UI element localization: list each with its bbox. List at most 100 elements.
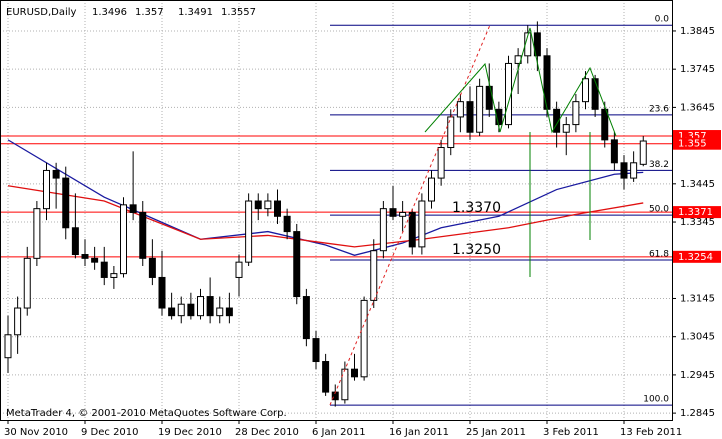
candle-body: [428, 177, 435, 202]
x-tick-label: 3 Feb 2011: [543, 427, 599, 438]
candle-body: [177, 303, 185, 317]
fib-label: 100.0: [643, 395, 669, 405]
candle-body: [533, 32, 541, 57]
candle-body: [610, 139, 618, 164]
candle-body: [283, 215, 291, 233]
price-label-box: [673, 137, 721, 150]
candle-body: [158, 276, 166, 309]
candle-body: [399, 211, 407, 217]
fib-label: 38.2: [649, 160, 669, 170]
candle-body: [216, 307, 224, 317]
candle-body: [630, 162, 638, 179]
candle-body: [43, 169, 50, 210]
price-label: 1.3254: [678, 252, 713, 263]
y-tick-label: 1.3745: [680, 64, 715, 75]
candle-body: [225, 307, 233, 317]
candle-body: [302, 296, 310, 340]
candle-body: [582, 78, 589, 103]
candle-body: [14, 307, 22, 336]
symbol: EURUSD,Daily: [6, 7, 77, 18]
x-tick-label: 6 Jan 2011: [312, 427, 366, 438]
candle-body: [341, 368, 349, 401]
fib-label: 23.6: [649, 104, 669, 114]
fib-label: 61.8: [649, 249, 669, 259]
candle-body: [52, 169, 60, 179]
candle-body: [553, 108, 561, 133]
candle-body: [370, 250, 378, 301]
candle-body: [168, 307, 176, 317]
plot-border: [0, 0, 673, 421]
candle-body: [129, 204, 137, 213]
y-tick-label: 1.2845: [680, 408, 715, 419]
candle-body: [572, 101, 580, 126]
y-tick-label: 1.3145: [680, 293, 715, 304]
candle-body: [293, 231, 301, 298]
low: 1.3491: [178, 7, 213, 18]
candle-body: [639, 140, 647, 165]
price-label: 1.3371: [678, 207, 713, 218]
high: 1.357: [135, 7, 164, 18]
candle-body: [476, 85, 484, 133]
candle-body: [456, 101, 464, 118]
candle-body: [505, 62, 512, 126]
candle-body: [543, 55, 551, 110]
fib-label: 0.0: [655, 15, 670, 25]
x-tick-label: 19 Dec 2010: [158, 427, 222, 438]
price-label: 1.355: [678, 139, 707, 150]
candle-body: [524, 32, 532, 57]
close: 1.3557: [221, 7, 256, 18]
candle-body: [418, 200, 426, 248]
x-tick-label: 9 Dec 2010: [81, 427, 139, 438]
candle-body: [91, 257, 99, 263]
candle-body: [4, 334, 12, 359]
candle-body: [71, 227, 79, 256]
candle-body: [110, 273, 118, 278]
fib-label: 50.0: [649, 205, 669, 215]
candle-body: [23, 257, 31, 309]
candle-body: [33, 208, 41, 259]
x-tick-label: 13 Feb 2011: [620, 427, 682, 438]
candle-body: [447, 116, 455, 149]
candle-body: [351, 368, 358, 378]
candle-body: [274, 200, 281, 217]
y-tick-label: 1.2945: [680, 370, 715, 381]
price-label-box: [673, 250, 721, 263]
zigzag: [424, 27, 617, 137]
candle-body: [62, 177, 70, 229]
candle-body: [485, 85, 493, 110]
open: 1.3496: [92, 7, 127, 18]
candle-body: [322, 361, 330, 393]
candle-body: [81, 254, 89, 259]
candle-body: [139, 211, 147, 259]
price-label: 1.357: [678, 131, 707, 142]
candle-body: [148, 257, 156, 278]
candle-body: [437, 147, 445, 179]
x-tick-label: 28 Dec 2010: [235, 427, 299, 438]
x-tick-label: 25 Jan 2011: [466, 427, 526, 438]
candle-body: [206, 296, 214, 317]
y-tick-label: 1.3845: [680, 26, 715, 37]
candle-body: [100, 261, 108, 278]
candle-body: [312, 338, 320, 363]
x-tick-label: 16 Jan 2011: [389, 427, 449, 438]
candle-body: [245, 200, 253, 263]
candle-body: [562, 124, 570, 133]
candle-body: [235, 261, 243, 278]
y-tick-label: 1.3045: [680, 332, 715, 343]
candle-body: [389, 208, 397, 217]
annotation: 1.3250: [452, 242, 501, 258]
candle-body: [379, 208, 387, 252]
overlays: [0, 24, 672, 406]
copyright: MetaTrader 4, © 2001-2010 MetaQuotes Sof…: [6, 408, 287, 419]
candles: [4, 21, 647, 407]
candle-body: [620, 162, 628, 179]
y-tick-label: 1.3645: [680, 102, 715, 113]
candle-body: [591, 78, 599, 110]
price-label-box: [673, 206, 721, 219]
candle-body: [466, 101, 474, 133]
y-tick-label: 1.3445: [680, 179, 715, 190]
candle-body: [254, 200, 262, 210]
candle-body: [601, 108, 609, 141]
x-tick-label: 30 Nov 2010: [4, 427, 68, 438]
